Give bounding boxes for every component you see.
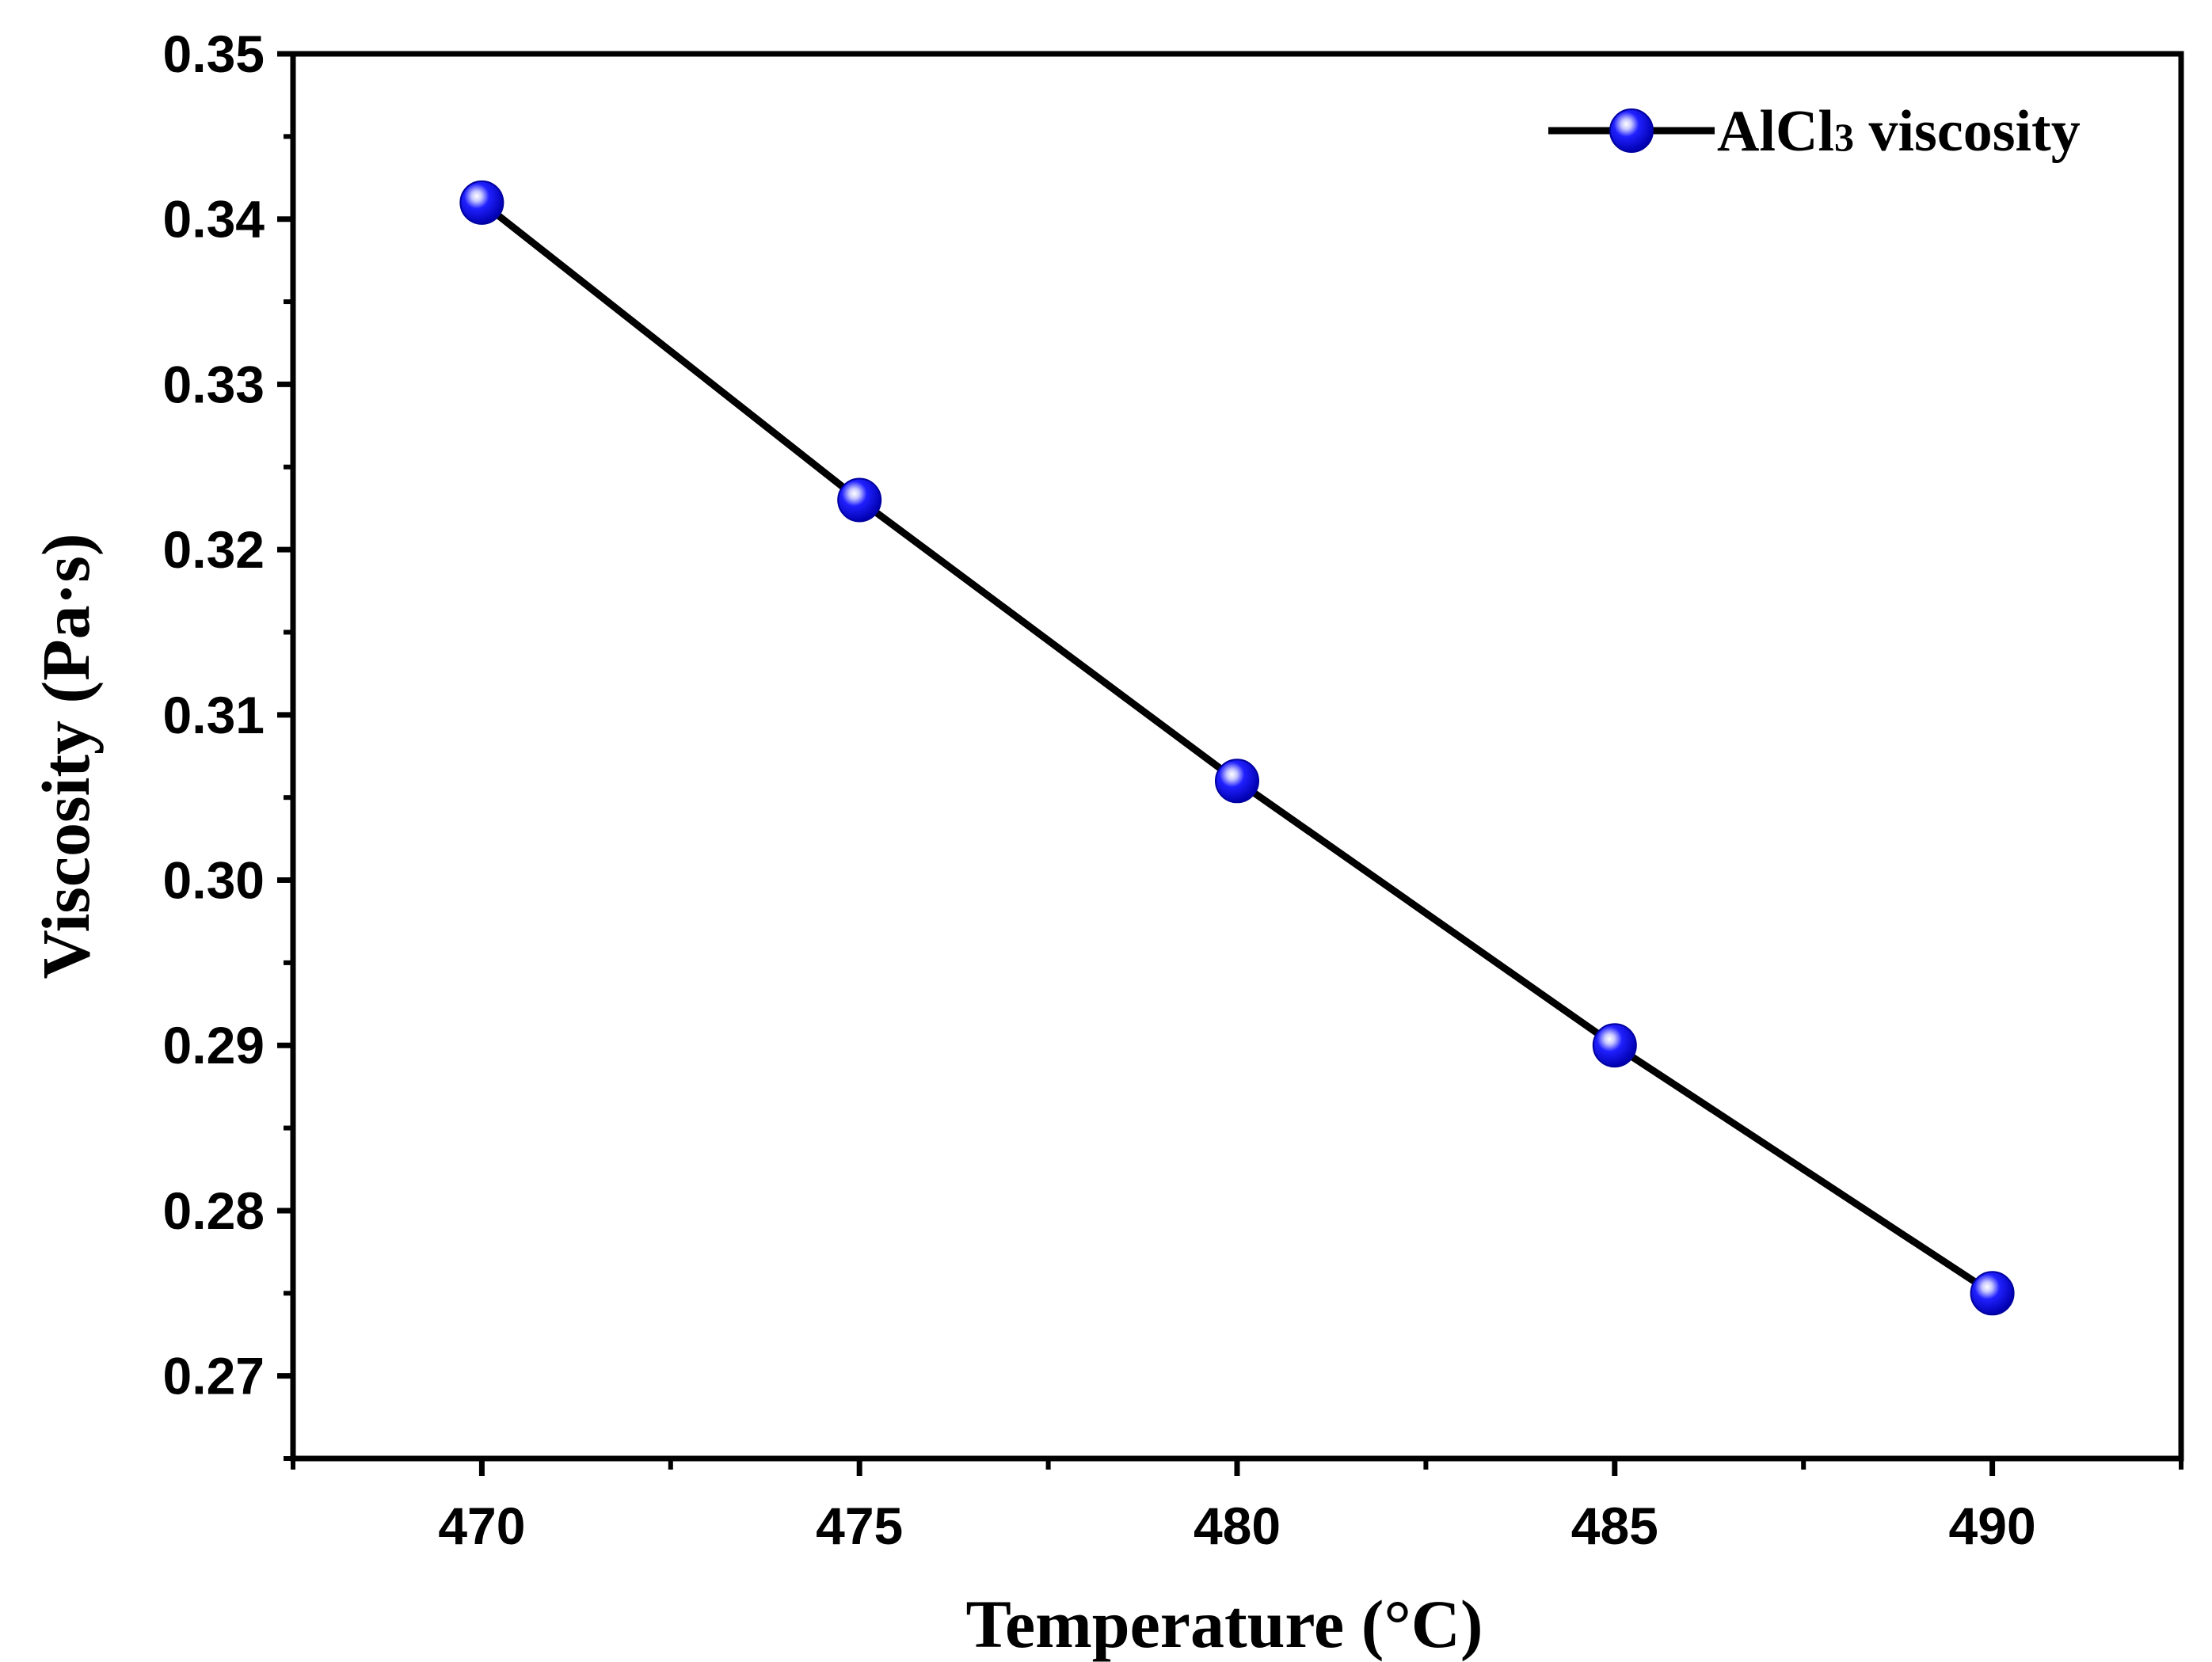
legend: AlCl3 viscosity	[1548, 99, 2081, 164]
y-axis-ticks: 0.27 0.28 0.29 0.30 0.31 0.32 0.33 0.34 0.35	[163, 25, 294, 1461]
y-tick-label: 0.33	[163, 355, 265, 413]
legend-label: AlCl3 viscosity	[1717, 99, 2081, 164]
legend-label-rest: viscosity	[1854, 99, 2081, 164]
data-point	[837, 477, 882, 523]
legend-marker-sample	[1609, 108, 1654, 153]
y-tick-label: 0.29	[163, 1016, 265, 1074]
plot-area-frame	[290, 51, 2184, 1462]
x-tick-label: 480	[1194, 1497, 1281, 1555]
x-tick-label: 475	[816, 1497, 903, 1555]
y-tick-label: 0.32	[163, 520, 265, 579]
y-tick-label: 0.35	[163, 25, 265, 83]
x-axis-ticks: 470 475 480 485 490	[291, 1458, 2183, 1555]
y-tick-label: 0.34	[163, 190, 265, 249]
y-tick-label: 0.30	[163, 851, 265, 910]
y-tick-label: 0.27	[163, 1347, 265, 1405]
x-tick-label: 485	[1571, 1497, 1658, 1555]
series-line-group	[479, 200, 1995, 1297]
data-point	[459, 180, 504, 225]
data-point	[1215, 759, 1259, 804]
y-tick-label: 0.28	[163, 1181, 265, 1240]
series-line	[479, 200, 1995, 1297]
x-axis-title: Temperature (°C)	[966, 1586, 1483, 1662]
legend-label-subscript: 3	[1834, 115, 1854, 159]
legend-label-main: AlCl	[1717, 99, 1834, 164]
y-tick-label: 0.31	[163, 686, 265, 744]
data-point	[1592, 1023, 1637, 1068]
x-tick-label: 490	[1949, 1497, 2036, 1555]
series-marker-group	[459, 180, 2015, 1316]
data-point	[1970, 1271, 2015, 1316]
x-tick-label: 470	[438, 1497, 525, 1555]
y-axis-title: Viscosity (Pa·s)	[28, 534, 104, 979]
